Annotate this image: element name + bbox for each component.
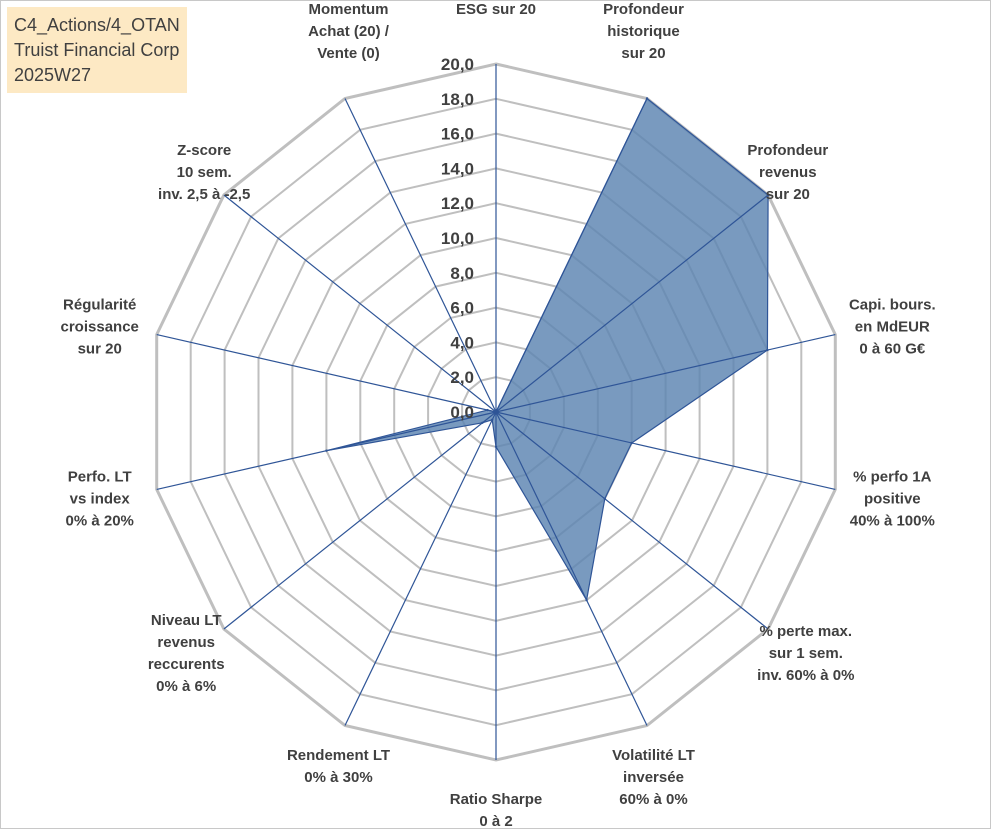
axis-label-line: inversée	[623, 769, 684, 786]
axis-label-line: revenus	[157, 634, 215, 651]
axis-label-line: Profondeur	[603, 1, 684, 18]
tick-label: 20,0	[441, 55, 474, 74]
axis-label-line: positive	[864, 490, 921, 507]
tick-label: 4,0	[450, 333, 474, 352]
axis-label: Z-score 10 sem. inv. 2,5 à -2,5	[158, 142, 250, 203]
axis-label-line: inv. 2,5 à -2,5	[158, 186, 250, 203]
axis-label: Perfo. LT vs index 0% à 20%	[66, 468, 134, 529]
axis-label-line: Perfo. LT	[68, 468, 132, 485]
axis-label-line: revenus	[759, 164, 817, 181]
axis-label-line: Momentum	[309, 1, 389, 18]
axis-label: % perte max. sur 1 sem. inv. 60% à 0%	[757, 623, 854, 684]
axis-label-line: en MdEUR	[855, 319, 930, 336]
radar-series	[325, 97, 770, 602]
tick-label: 2,0	[450, 368, 474, 387]
info-category: C4_Actions/4_OTAN	[14, 15, 180, 35]
axis-label-line: Rendement LT	[287, 747, 390, 764]
axis-label-line: Volatilité LT	[612, 747, 695, 764]
axis-label-line: Niveau LT	[151, 612, 222, 629]
axis-label-line: ESG sur 20	[456, 1, 536, 18]
axis-label-line: vs index	[70, 490, 131, 507]
axis-label-line: reccurents	[148, 656, 225, 673]
tick-label: 8,0	[450, 264, 474, 283]
axis-label-line: Vente (0)	[317, 45, 380, 62]
tick-label: 16,0	[441, 125, 474, 144]
axis-spoke	[495, 334, 836, 413]
axis-label-line: 0 à 60 G€	[859, 341, 926, 358]
axis-label-line: Ratio Sharpe	[450, 791, 543, 808]
axis-spoke	[495, 194, 769, 413]
tick-label: 14,0	[441, 159, 474, 178]
axis-spoke	[344, 98, 497, 413]
axis-label-line: 60% à 0%	[619, 791, 687, 808]
axis-label-line: Capi. bours.	[849, 297, 936, 314]
series-area	[326, 97, 769, 602]
axis-label: Momentum Achat (20) / Vente (0)	[308, 1, 390, 62]
info-week: 2025W27	[14, 65, 92, 85]
axis-label-line: 0 à 2	[479, 813, 512, 829]
axis-label: % perfo 1A positive 40% à 100%	[850, 468, 935, 529]
radar-tick-labels: 0,0 2,0 4,0 6,0 8,0 10,0 12,0 14,0 16,0 18,0 20,0	[441, 55, 474, 422]
axis-label: NoteESG sur 20	[456, 0, 536, 18]
axis-label: Rendement LT 0% à 30%	[287, 747, 390, 786]
axis-label-line: sur 1 sem.	[769, 645, 843, 662]
axis-label-line: 40% à 100%	[850, 512, 935, 529]
tick-label: 6,0	[450, 299, 474, 318]
axis-label-line: historique	[607, 23, 680, 40]
axis-label: Volatilité LT inversée 60% à 0%	[612, 747, 695, 808]
axis-spoke	[223, 194, 497, 413]
axis-label-line: 0% à 20%	[66, 512, 134, 529]
axis-spoke	[156, 411, 497, 490]
axis-label-line: 0% à 30%	[304, 769, 372, 786]
axis-label-line: 0% à 6%	[156, 678, 216, 695]
info-company-name: Truist Financial Corp	[14, 40, 180, 60]
axis-label-line: inv. 60% à 0%	[757, 667, 854, 684]
axis-label: Ratio Sharpe 0 à 2	[450, 791, 543, 829]
axis-label: Profondeur historique sur 20	[603, 1, 684, 62]
axis-spoke	[495, 411, 648, 726]
radar-spokes	[156, 64, 836, 760]
tick-label: 0,0	[450, 403, 474, 422]
tick-label: 18,0	[441, 90, 474, 109]
axis-spoke	[495, 98, 648, 413]
axis-label-line: croissance	[61, 319, 139, 336]
axis-label-line: % perte max.	[760, 623, 853, 640]
axis-label: Régularité croissance sur 20	[61, 297, 139, 358]
axis-label-line: sur 20	[78, 341, 122, 358]
axis-label: Profondeur revenus sur 20	[747, 142, 828, 203]
axis-label-line: sur 20	[766, 186, 810, 203]
axis-label-line: Achat (20) /	[308, 23, 390, 40]
axis-label-line: sur 20	[621, 45, 665, 62]
axis-label: Niveau LT revenus reccurents 0% à 6%	[148, 612, 225, 695]
info-box: C4_Actions/4_OTAN Truist Financial Corp …	[7, 7, 187, 93]
axis-label-line: Régularité	[63, 297, 136, 314]
axis-spoke	[156, 334, 497, 413]
axis-spoke	[344, 411, 497, 726]
axis-label-line: Z-score	[177, 142, 231, 159]
tick-label: 12,0	[441, 194, 474, 213]
axis-label-line: % perfo 1A	[853, 468, 932, 485]
tick-label: 10,0	[441, 229, 474, 248]
axis-label-line: 10 sem.	[177, 164, 232, 181]
radar-axis-labels: NoteESG sur 20 Profondeur historique sur 20…	[61, 0, 936, 829]
axis-spoke	[495, 411, 769, 630]
axis-spoke	[495, 411, 836, 490]
axis-label: Capi. bours. en MdEUR 0 à 60 G€	[849, 297, 936, 358]
axis-label-line: Profondeur	[747, 142, 828, 159]
axis-spoke	[223, 411, 497, 630]
